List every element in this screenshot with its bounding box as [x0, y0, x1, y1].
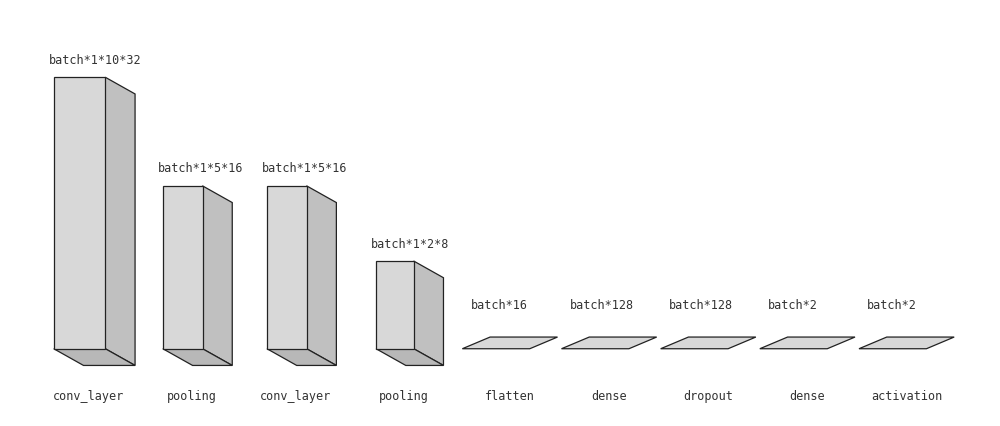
- Polygon shape: [462, 337, 558, 349]
- Polygon shape: [859, 337, 954, 349]
- Text: batch*1*2*8: batch*1*2*8: [371, 238, 449, 250]
- Text: dropout: dropout: [683, 390, 733, 403]
- Polygon shape: [376, 261, 414, 349]
- Text: batch*128: batch*128: [669, 299, 733, 312]
- Polygon shape: [163, 349, 232, 366]
- Text: batch*1*10*32: batch*1*10*32: [49, 54, 141, 67]
- Polygon shape: [105, 77, 135, 366]
- Polygon shape: [376, 349, 443, 366]
- Text: batch*2: batch*2: [768, 299, 818, 312]
- Polygon shape: [267, 186, 307, 349]
- Text: batch*128: batch*128: [570, 299, 634, 312]
- Polygon shape: [307, 186, 336, 366]
- Text: conv_layer: conv_layer: [53, 390, 124, 403]
- Text: conv_layer: conv_layer: [260, 390, 331, 403]
- Polygon shape: [760, 337, 855, 349]
- Text: dense: dense: [591, 390, 627, 403]
- Polygon shape: [203, 186, 232, 366]
- Text: batch*2: batch*2: [867, 299, 917, 312]
- Text: pooling: pooling: [167, 390, 217, 403]
- Text: batch*1*5*16: batch*1*5*16: [158, 162, 243, 176]
- Text: batch*1*5*16: batch*1*5*16: [262, 162, 348, 176]
- Text: flatten: flatten: [485, 390, 535, 403]
- Polygon shape: [414, 261, 443, 366]
- Text: batch*16: batch*16: [471, 299, 528, 312]
- Polygon shape: [267, 349, 336, 366]
- Polygon shape: [661, 337, 756, 349]
- Text: activation: activation: [871, 390, 942, 403]
- Text: dense: dense: [790, 390, 825, 403]
- Polygon shape: [54, 349, 135, 366]
- Polygon shape: [54, 77, 105, 349]
- Polygon shape: [561, 337, 657, 349]
- Text: pooling: pooling: [379, 390, 429, 403]
- Polygon shape: [163, 186, 203, 349]
